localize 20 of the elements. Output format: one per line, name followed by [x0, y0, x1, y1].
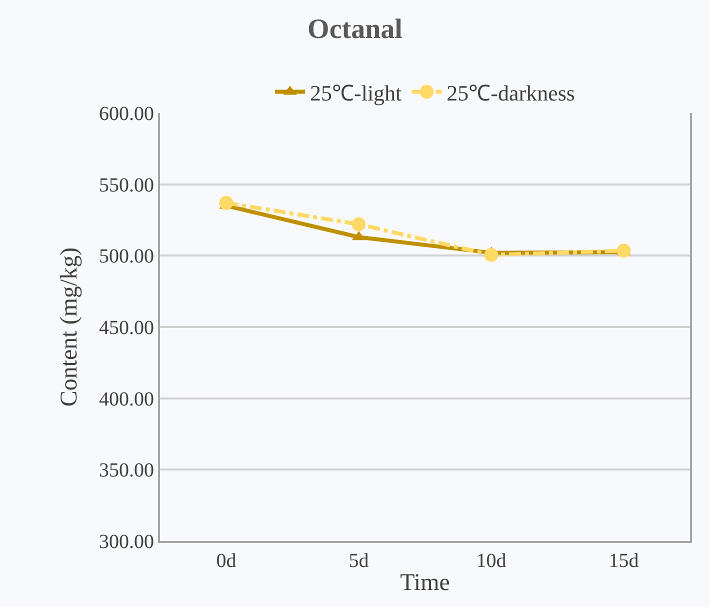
y-tick-label: 450.00	[99, 317, 154, 339]
y-tick-label: 550.00	[99, 174, 154, 196]
x-tick-label: 0d	[216, 550, 236, 572]
y-tick-label: 500.00	[99, 246, 154, 268]
legend-label: 25℃-light	[310, 80, 402, 106]
y-tick-label: 350.00	[99, 460, 154, 482]
legend-label: 25℃-darkness	[446, 80, 575, 106]
x-tick-label: 5d	[348, 550, 369, 572]
point	[219, 196, 234, 210]
point	[352, 217, 366, 232]
point	[484, 248, 498, 262]
point	[616, 244, 631, 258]
y-tick-label: 400.00	[99, 388, 154, 410]
y-tick-label: 300.00	[99, 531, 154, 553]
x-tick-label: 15d	[608, 550, 639, 572]
y-axis-title: Content (mg/kg)	[56, 247, 83, 407]
y-tick-label: 600.00	[99, 103, 154, 125]
x-tick-label: 10d	[476, 550, 506, 572]
chart-title: Octanal	[308, 14, 403, 45]
x-axis-title: Time	[400, 570, 450, 596]
